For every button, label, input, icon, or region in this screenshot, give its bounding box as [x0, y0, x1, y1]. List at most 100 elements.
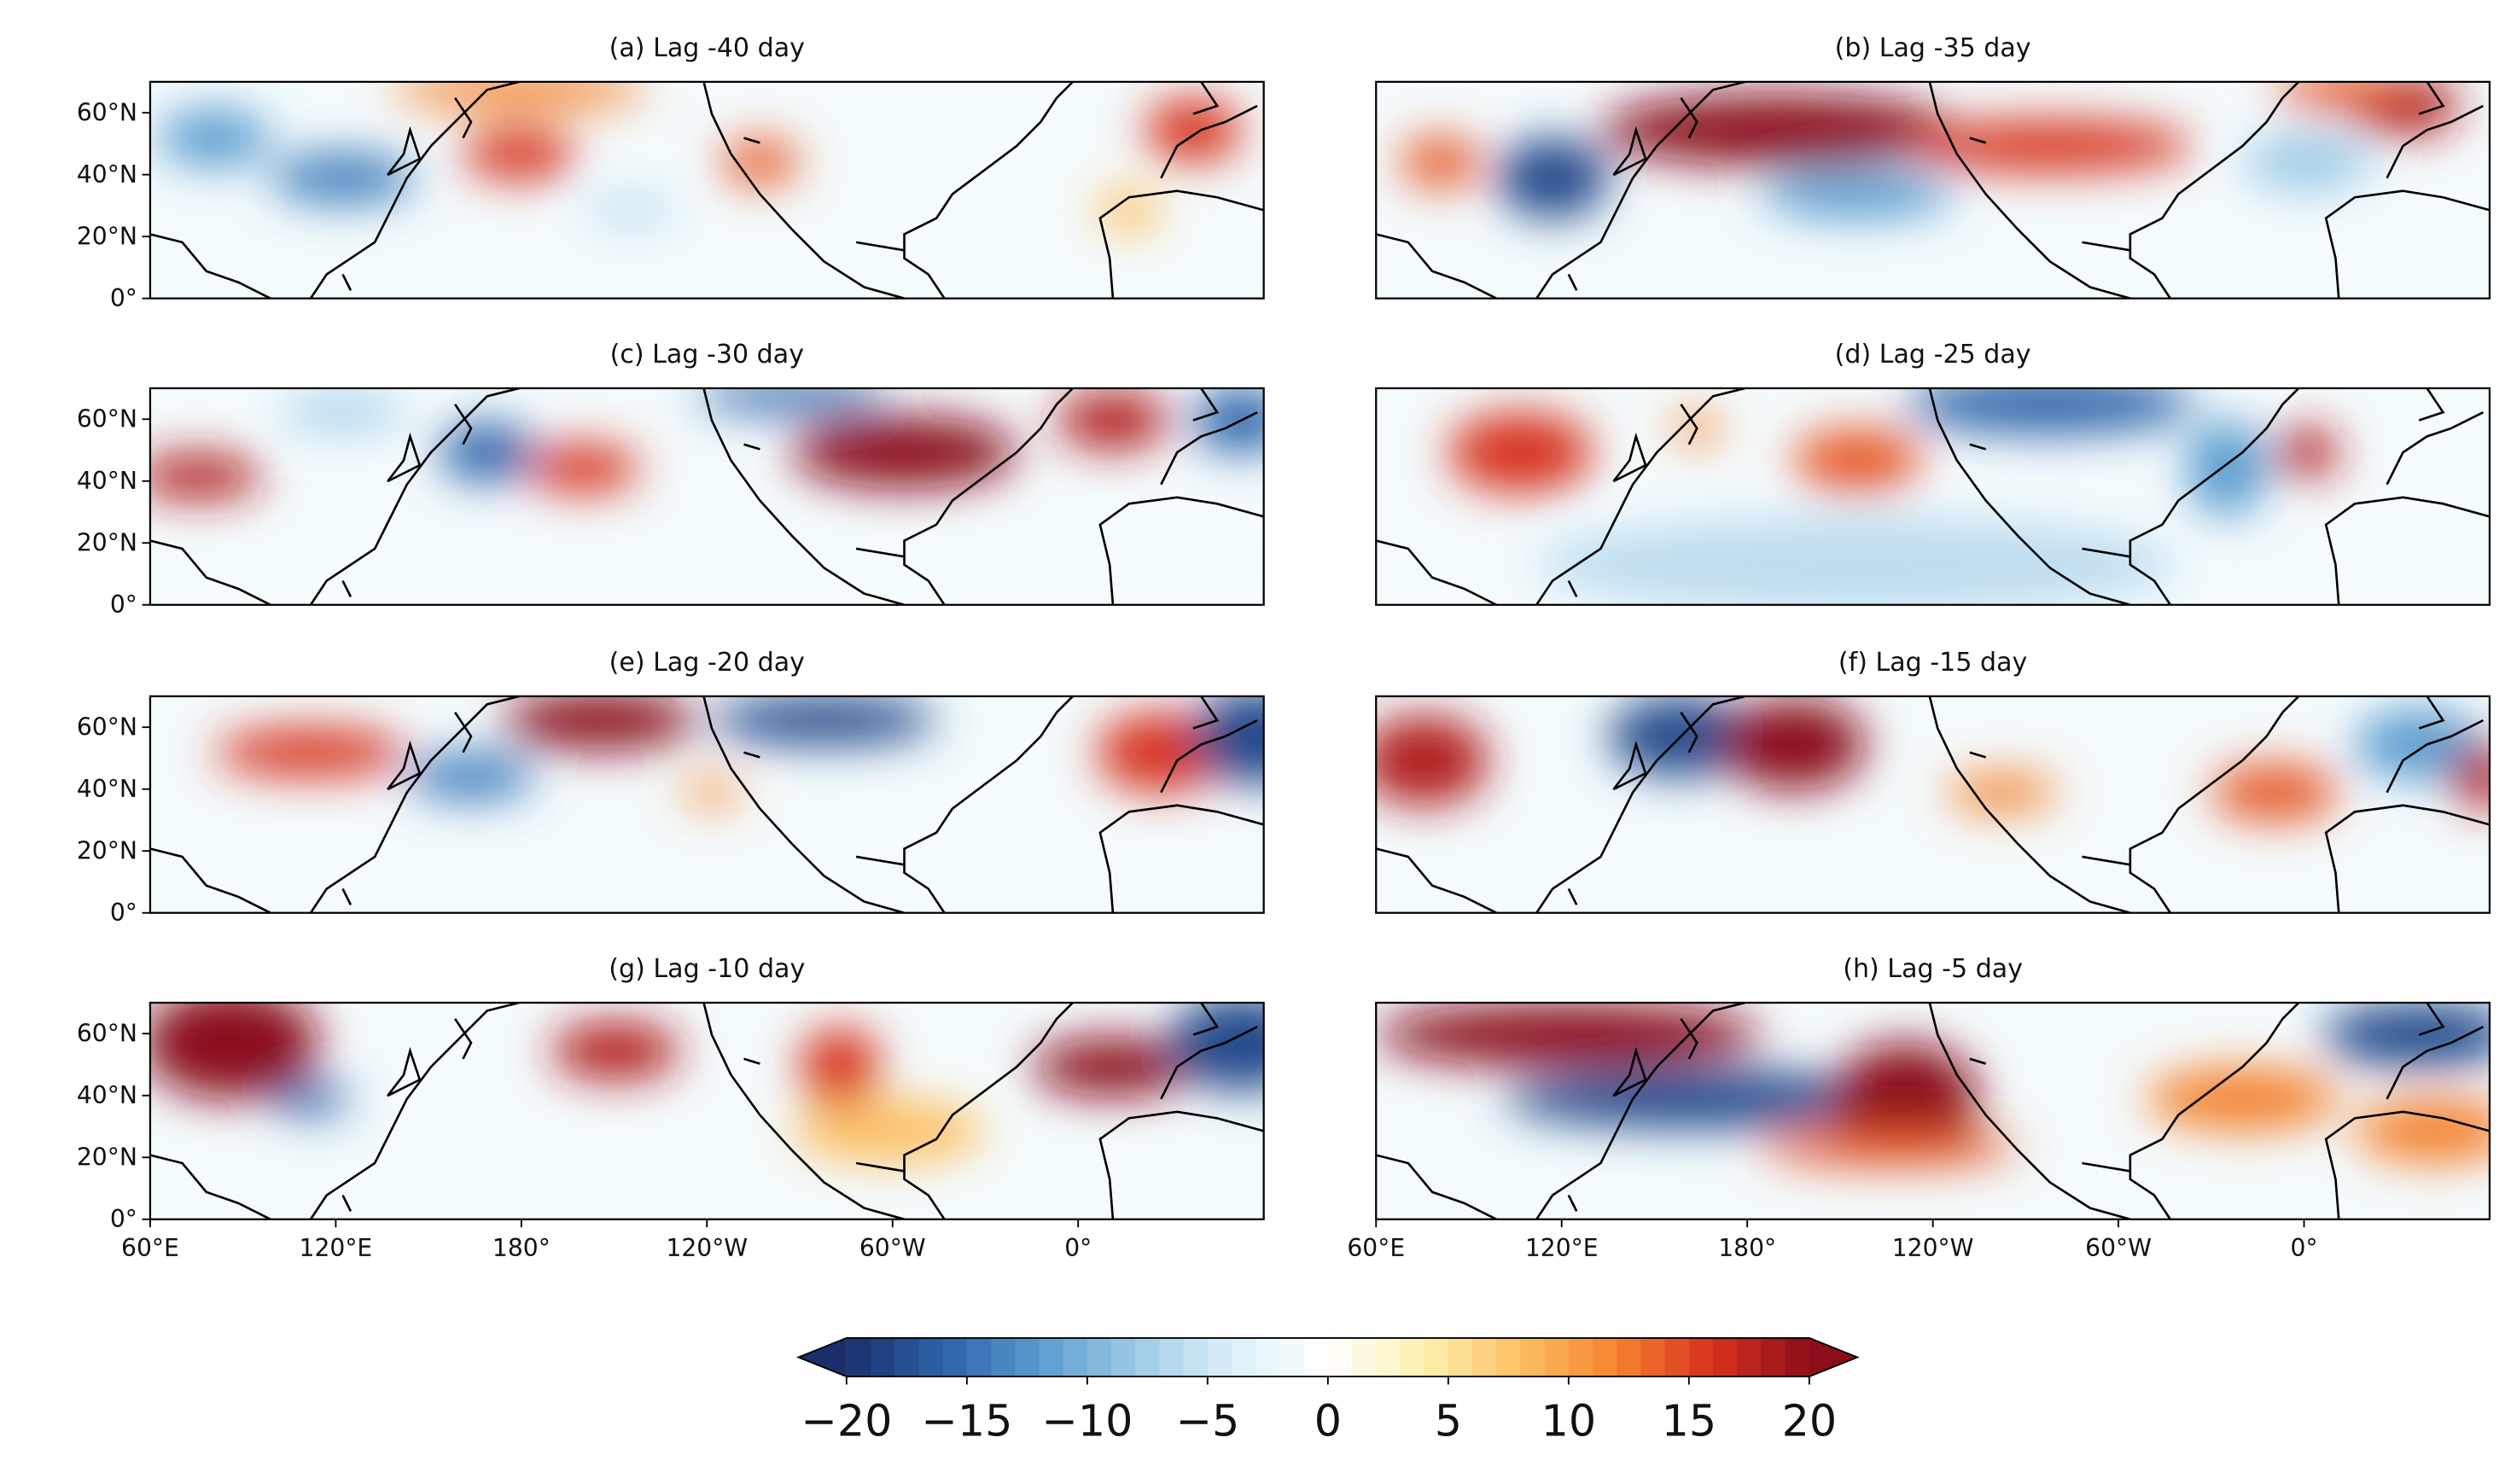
colorbar-level [1593, 1337, 1618, 1377]
anomaly [1097, 187, 1162, 233]
anomaly [1905, 120, 2195, 172]
anomaly [390, 81, 648, 109]
lat-tick-label: 0° [110, 899, 137, 927]
panel-title: (e) Lag -20 day [609, 648, 805, 678]
colorbar-level [871, 1337, 896, 1377]
colorbar-level [1352, 1337, 1378, 1377]
anomaly [1496, 137, 1609, 218]
colorbar-level [1568, 1337, 1593, 1377]
field [1376, 695, 2490, 913]
colorbar-level [1063, 1337, 1088, 1377]
colorbar-level [1159, 1337, 1185, 1377]
panel-frame [149, 695, 1265, 914]
field [149, 1003, 1264, 1219]
colorbar-level [1207, 1337, 1232, 1377]
anomaly [1032, 1038, 1193, 1097]
anomaly [583, 194, 680, 227]
colorbar-level [1688, 1337, 1714, 1377]
field-blobs [1448, 387, 2339, 605]
lon-tick-label: 180° [492, 1234, 551, 1262]
colorbar-tick-label: 5 [1435, 1396, 1462, 1446]
lat-tick-label: 0° [110, 591, 137, 619]
anomaly [1945, 773, 2059, 812]
colorbar-level [1039, 1337, 1064, 1377]
anomaly [527, 444, 640, 493]
colorbar-tick-label: −15 [921, 1396, 1012, 1446]
colorbar-level [1761, 1337, 1786, 1377]
map-panel: (a) Lag -40 day 0° 20°N 40°N 60°N [77, 33, 1265, 312]
anomaly [719, 139, 801, 185]
anomaly [149, 1003, 319, 1099]
field-blobs [214, 695, 1264, 806]
lon-tick-label: 120°W [666, 1234, 748, 1262]
anomaly [1057, 391, 1169, 450]
panel-title: (f) Lag -15 day [1838, 648, 2027, 678]
colorbar-level [918, 1337, 944, 1377]
colorbar-level [1448, 1337, 1473, 1377]
lat-tick-label: 20°N [77, 1144, 137, 1172]
anomaly [1833, 1043, 1978, 1155]
colorbar-level [1015, 1337, 1040, 1377]
anomaly [439, 423, 536, 481]
colorbar-level [1086, 1337, 1112, 1377]
anomaly [1097, 712, 1226, 793]
lat-tick-label: 60°N [77, 1020, 137, 1048]
anomaly [270, 152, 416, 204]
anomaly [2275, 81, 2403, 109]
anomaly [2186, 420, 2267, 517]
lon-tick-label: 120°W [1892, 1234, 1974, 1262]
anomaly [158, 108, 271, 167]
field [149, 81, 1264, 299]
colorbar-level [1785, 1337, 1810, 1377]
colorbar-level [1400, 1337, 1425, 1377]
anomaly [2275, 428, 2339, 477]
anomaly [406, 752, 536, 801]
anomaly [1192, 695, 1264, 785]
colorbar-level [991, 1337, 1017, 1377]
colorbar-level [1376, 1337, 1401, 1377]
anomaly [2210, 763, 2339, 822]
map-panel: (d) Lag -25 day [1375, 340, 2491, 606]
colorbar-tick-label: −20 [801, 1396, 892, 1446]
field-blobs [158, 81, 1242, 233]
colorbar-level [846, 1337, 871, 1377]
colorbar-level [942, 1337, 968, 1377]
anomaly [1145, 97, 1242, 162]
colorbar-tick-label: 15 [1662, 1396, 1717, 1446]
field [1376, 387, 2490, 605]
colorbar-tick-label: −10 [1041, 1396, 1133, 1446]
colorbar-level [1472, 1337, 1498, 1377]
map-panel: (g) Lag -10 day 0° 20°N 40°N 60°N 60°E 120°E 18… [77, 954, 1265, 1262]
lat-tick-label: 40°N [77, 160, 137, 189]
colorbar-level [966, 1337, 992, 1377]
anomaly [2322, 1003, 2490, 1068]
lon-tick-label: 0° [2291, 1234, 2318, 1262]
colorbar-level [1255, 1337, 1281, 1377]
anomaly [791, 1098, 985, 1163]
lat-tick-label: 60°N [77, 405, 137, 434]
anomaly [1376, 715, 1488, 806]
anomaly [679, 779, 744, 806]
panel-frame [1375, 80, 2491, 300]
panel-frame [1375, 695, 2491, 914]
anomaly [800, 1027, 881, 1108]
colorbar-level [1232, 1337, 1257, 1377]
colorbar-tick-label: 20 [1782, 1396, 1838, 1446]
anomaly [1793, 428, 1922, 493]
colorbar-level [1424, 1337, 1449, 1377]
lon-tick-label: 60°E [121, 1234, 179, 1262]
map-panel: (c) Lag -30 day 0° 20°N 40°N 60°N [77, 340, 1265, 619]
anomaly [1504, 1069, 1890, 1128]
lat-tick-label: 40°N [77, 467, 137, 495]
field-blobs [1376, 1003, 2490, 1167]
lat-tick-label: 20°N [77, 223, 137, 251]
anomaly [1400, 136, 1481, 188]
lon-tick-label: 60°W [859, 1234, 926, 1262]
map-panel: (h) Lag -5 day 60°E 120°E 180° 120°W 60°W 0° [1347, 954, 2491, 1262]
field [1376, 81, 2490, 299]
panel-frame [149, 387, 1265, 606]
field [149, 387, 1264, 605]
anomaly [1721, 699, 1866, 789]
colorbar-tick-label: −5 [1175, 1396, 1239, 1446]
